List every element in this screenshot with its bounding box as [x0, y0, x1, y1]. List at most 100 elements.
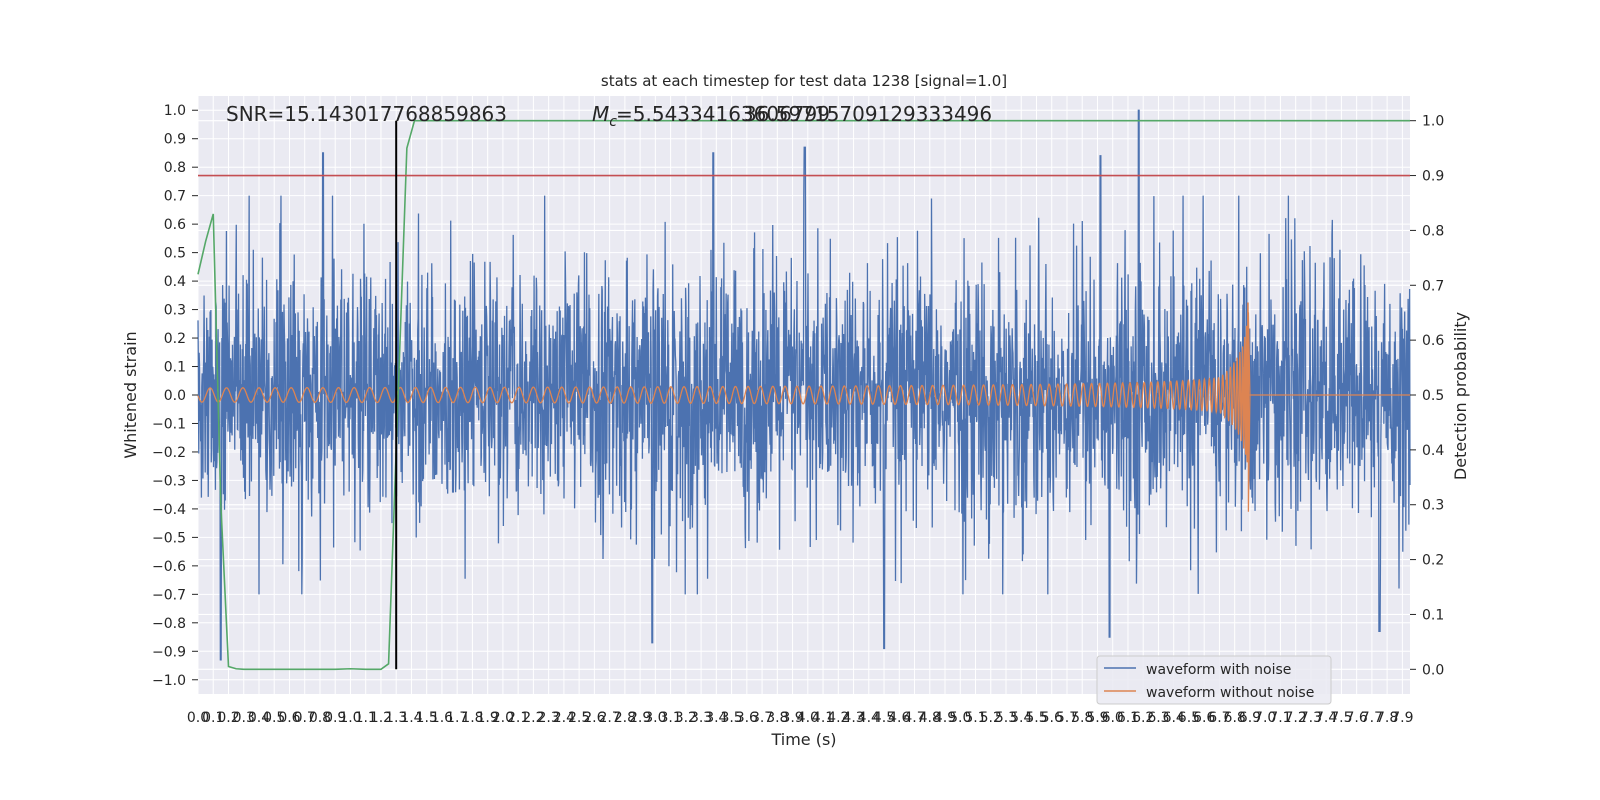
y2-tick-label: 0.1	[1422, 607, 1444, 623]
x-tick-label: 2.7	[598, 710, 620, 726]
x-tick-label: 2.1	[507, 710, 529, 726]
x-tick-label: 0.3	[233, 710, 255, 726]
x-tick-label: 6.1	[1117, 710, 1139, 726]
y-tick-label: 0.1	[164, 360, 186, 376]
y2-tick-label: 0.8	[1422, 223, 1444, 239]
x-tick-label: 5.3	[995, 710, 1017, 726]
y-tick-label: 0.9	[164, 132, 186, 148]
y2-tick-label: 0.7	[1422, 278, 1444, 294]
y2-tick-label: 0.4	[1422, 443, 1444, 459]
x-tick-label: 0.9	[324, 710, 346, 726]
legend: waveform with noise waveform without noi…	[1096, 655, 1332, 705]
x-tick-label: 0.8	[309, 710, 331, 726]
x-tick-label: 6.0	[1102, 710, 1124, 726]
x-tick-label: 4.0	[797, 710, 819, 726]
x-tick-label: 3.8	[766, 710, 788, 726]
x-tick-label: 3.6	[736, 710, 758, 726]
x-tick-label: 7.5	[1330, 710, 1352, 726]
y-tick-label: 0.6	[164, 217, 186, 233]
x-tick-label: 1.7	[446, 710, 468, 726]
x-tick-label: 2.5	[568, 710, 590, 726]
x-tick-label: 0.1	[202, 710, 224, 726]
y-tick-label: 1.0	[164, 103, 186, 119]
x-tick-label: 4.8	[919, 710, 941, 726]
x-tick-label: 5.6	[1041, 710, 1063, 726]
legend-label-noise: waveform with noise	[1146, 662, 1291, 678]
x-axis-ticks: 0.00.10.20.30.40.50.60.70.80.91.01.11.21…	[187, 710, 1414, 726]
x-tick-label: 1.1	[355, 710, 377, 726]
y-axis-label: Whitened strain	[121, 331, 140, 458]
x-tick-label: 7.1	[1269, 710, 1291, 726]
x-tick-label: 5.9	[1086, 710, 1108, 726]
y-tick-label: 0.2	[164, 331, 186, 347]
x-tick-label: 6.6	[1193, 710, 1215, 726]
x-tick-label: 7.3	[1300, 710, 1322, 726]
y2-axis-ticks: 1.0 0.9 0.8 0.7 0.6 0.5 0.4 0.3 0.2 0.1 0.0	[1410, 114, 1444, 678]
x-tick-label: 6.8	[1224, 710, 1246, 726]
y-tick-label: −0.4	[152, 502, 186, 518]
y-axis-ticks: 1.0 0.9 0.8 0.7 0.6 0.5 0.4 0.3 0.2 0.1 0.0 −0.1 −0.…	[152, 103, 198, 689]
x-tick-label: 0.4	[248, 710, 270, 726]
y-tick-label: 0.3	[164, 303, 186, 319]
x-tick-label: 2.6	[583, 710, 605, 726]
y-tick-label: 0.8	[164, 160, 186, 176]
x-tick-label: 7.6	[1346, 710, 1368, 726]
x-tick-label: 0.0	[187, 710, 209, 726]
y2-tick-label: 0.5	[1422, 388, 1444, 404]
y2-tick-label: 1.0	[1422, 114, 1444, 130]
clean-waveform-line	[197, 302, 1410, 512]
x-tick-label: 1.0	[339, 710, 361, 726]
x-tick-label: 4.9	[934, 710, 956, 726]
x-tick-label: 4.7	[903, 710, 925, 726]
overlap-annotation: 36.59715709129333496	[744, 102, 992, 126]
y-tick-label: −0.3	[152, 473, 186, 489]
x-tick-label: 0.5	[263, 710, 285, 726]
mc-symbol: Mc	[592, 102, 617, 130]
y-tick-label: 0.0	[164, 388, 186, 404]
x-tick-label: 6.3	[1147, 710, 1169, 726]
series-clean-waveform	[197, 302, 1410, 512]
legend-label-clean: waveform without noise	[1146, 685, 1314, 701]
y-tick-label: 0.7	[164, 189, 186, 205]
chart-title: stats at each timestep for test data 123…	[601, 72, 1007, 90]
x-tick-label: 5.1	[964, 710, 986, 726]
x-tick-label: 6.4	[1163, 710, 1185, 726]
y-tick-label: −1.0	[152, 673, 186, 689]
series-noise-waveform	[197, 109, 1411, 661]
y2-tick-label: 0.2	[1422, 553, 1444, 569]
x-tick-label: 1.6	[431, 710, 453, 726]
x-tick-label: 6.5	[1178, 710, 1200, 726]
y-tick-label: −0.6	[152, 559, 186, 575]
x-tick-label: 3.7	[751, 710, 773, 726]
x-tick-label: 7.2	[1285, 710, 1307, 726]
mc-symbol-sub: c	[609, 114, 617, 130]
x-tick-label: 5.5	[1025, 710, 1047, 726]
y2-tick-label: 0.9	[1422, 169, 1444, 185]
x-tick-label: 2.0	[492, 710, 514, 726]
x-tick-label: 6.9	[1239, 710, 1261, 726]
y-tick-label: 0.4	[164, 274, 186, 290]
x-tick-label: 1.4	[400, 710, 422, 726]
x-tick-label: 1.8	[461, 710, 483, 726]
y2-tick-label: 0.6	[1422, 333, 1444, 349]
x-tick-label: 2.3	[538, 710, 560, 726]
x-tick-label: 5.7	[1056, 710, 1078, 726]
x-tick-label: 6.7	[1208, 710, 1230, 726]
x-tick-label: 6.2	[1132, 710, 1154, 726]
x-tick-label: 3.2	[675, 710, 697, 726]
x-tick-label: 1.5	[416, 710, 438, 726]
x-axis-label: Time (s)	[770, 730, 836, 749]
x-tick-label: 5.4	[1010, 710, 1032, 726]
mc-symbol-main: M	[592, 102, 609, 126]
x-tick-label: 2.4	[553, 710, 575, 726]
y-tick-label: −0.7	[152, 587, 186, 603]
y2-axis-label: Detection probability	[1451, 312, 1470, 480]
y2-tick-label: 0.0	[1422, 662, 1444, 678]
x-tick-label: 3.1	[659, 710, 681, 726]
x-tick-label: 4.3	[842, 710, 864, 726]
detection-probability-line	[197, 119, 1410, 671]
x-tick-label: 4.6	[888, 710, 910, 726]
x-tick-label: 3.3	[690, 710, 712, 726]
x-tick-label: 7.8	[1376, 710, 1398, 726]
